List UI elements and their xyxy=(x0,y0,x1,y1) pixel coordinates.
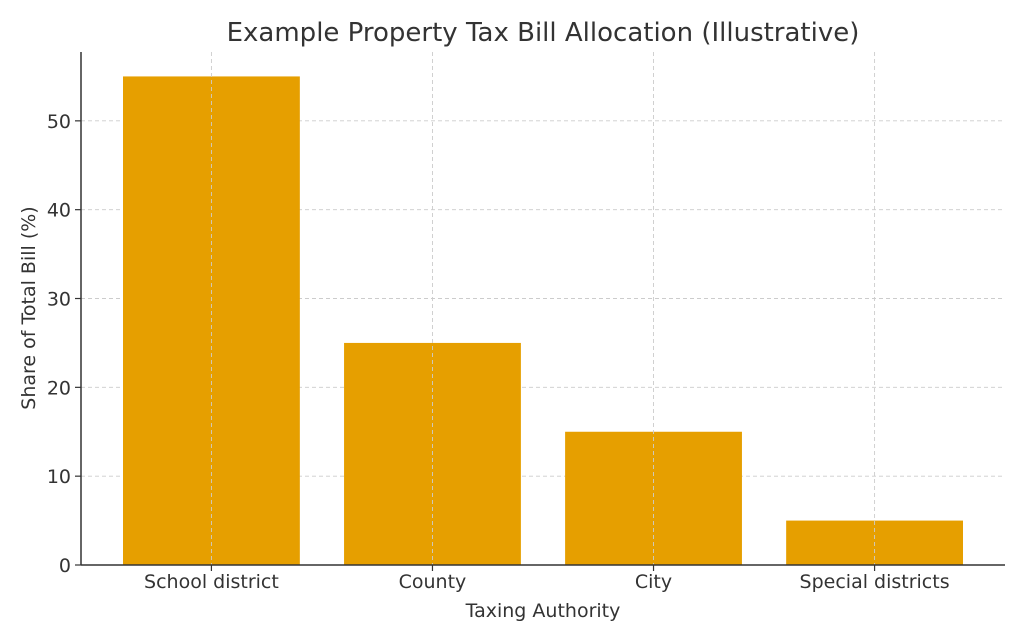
ticks: 0 10 20 30 40 50 School district County City Spec… xyxy=(47,111,950,593)
chart-title: Example Property Tax Bill Allocation (Il… xyxy=(227,18,860,48)
x-tick-label: City xyxy=(635,571,672,593)
y-tick-label: 30 xyxy=(47,289,71,311)
y-tick-label: 20 xyxy=(47,377,71,399)
y-tick-label: 40 xyxy=(47,200,71,222)
x-tick-label: School district xyxy=(144,571,279,593)
x-axis-label: Taxing Authority xyxy=(465,600,621,622)
y-tick-label: 0 xyxy=(59,555,71,577)
y-tick-label: 50 xyxy=(47,111,71,133)
x-tick-label: Special districts xyxy=(800,571,950,593)
y-axis-label: Share of Total Bill (%) xyxy=(18,206,40,409)
bars xyxy=(123,52,963,565)
x-tick-label: County xyxy=(399,571,467,593)
y-tick-label: 10 xyxy=(47,466,71,488)
axes xyxy=(80,52,1005,566)
